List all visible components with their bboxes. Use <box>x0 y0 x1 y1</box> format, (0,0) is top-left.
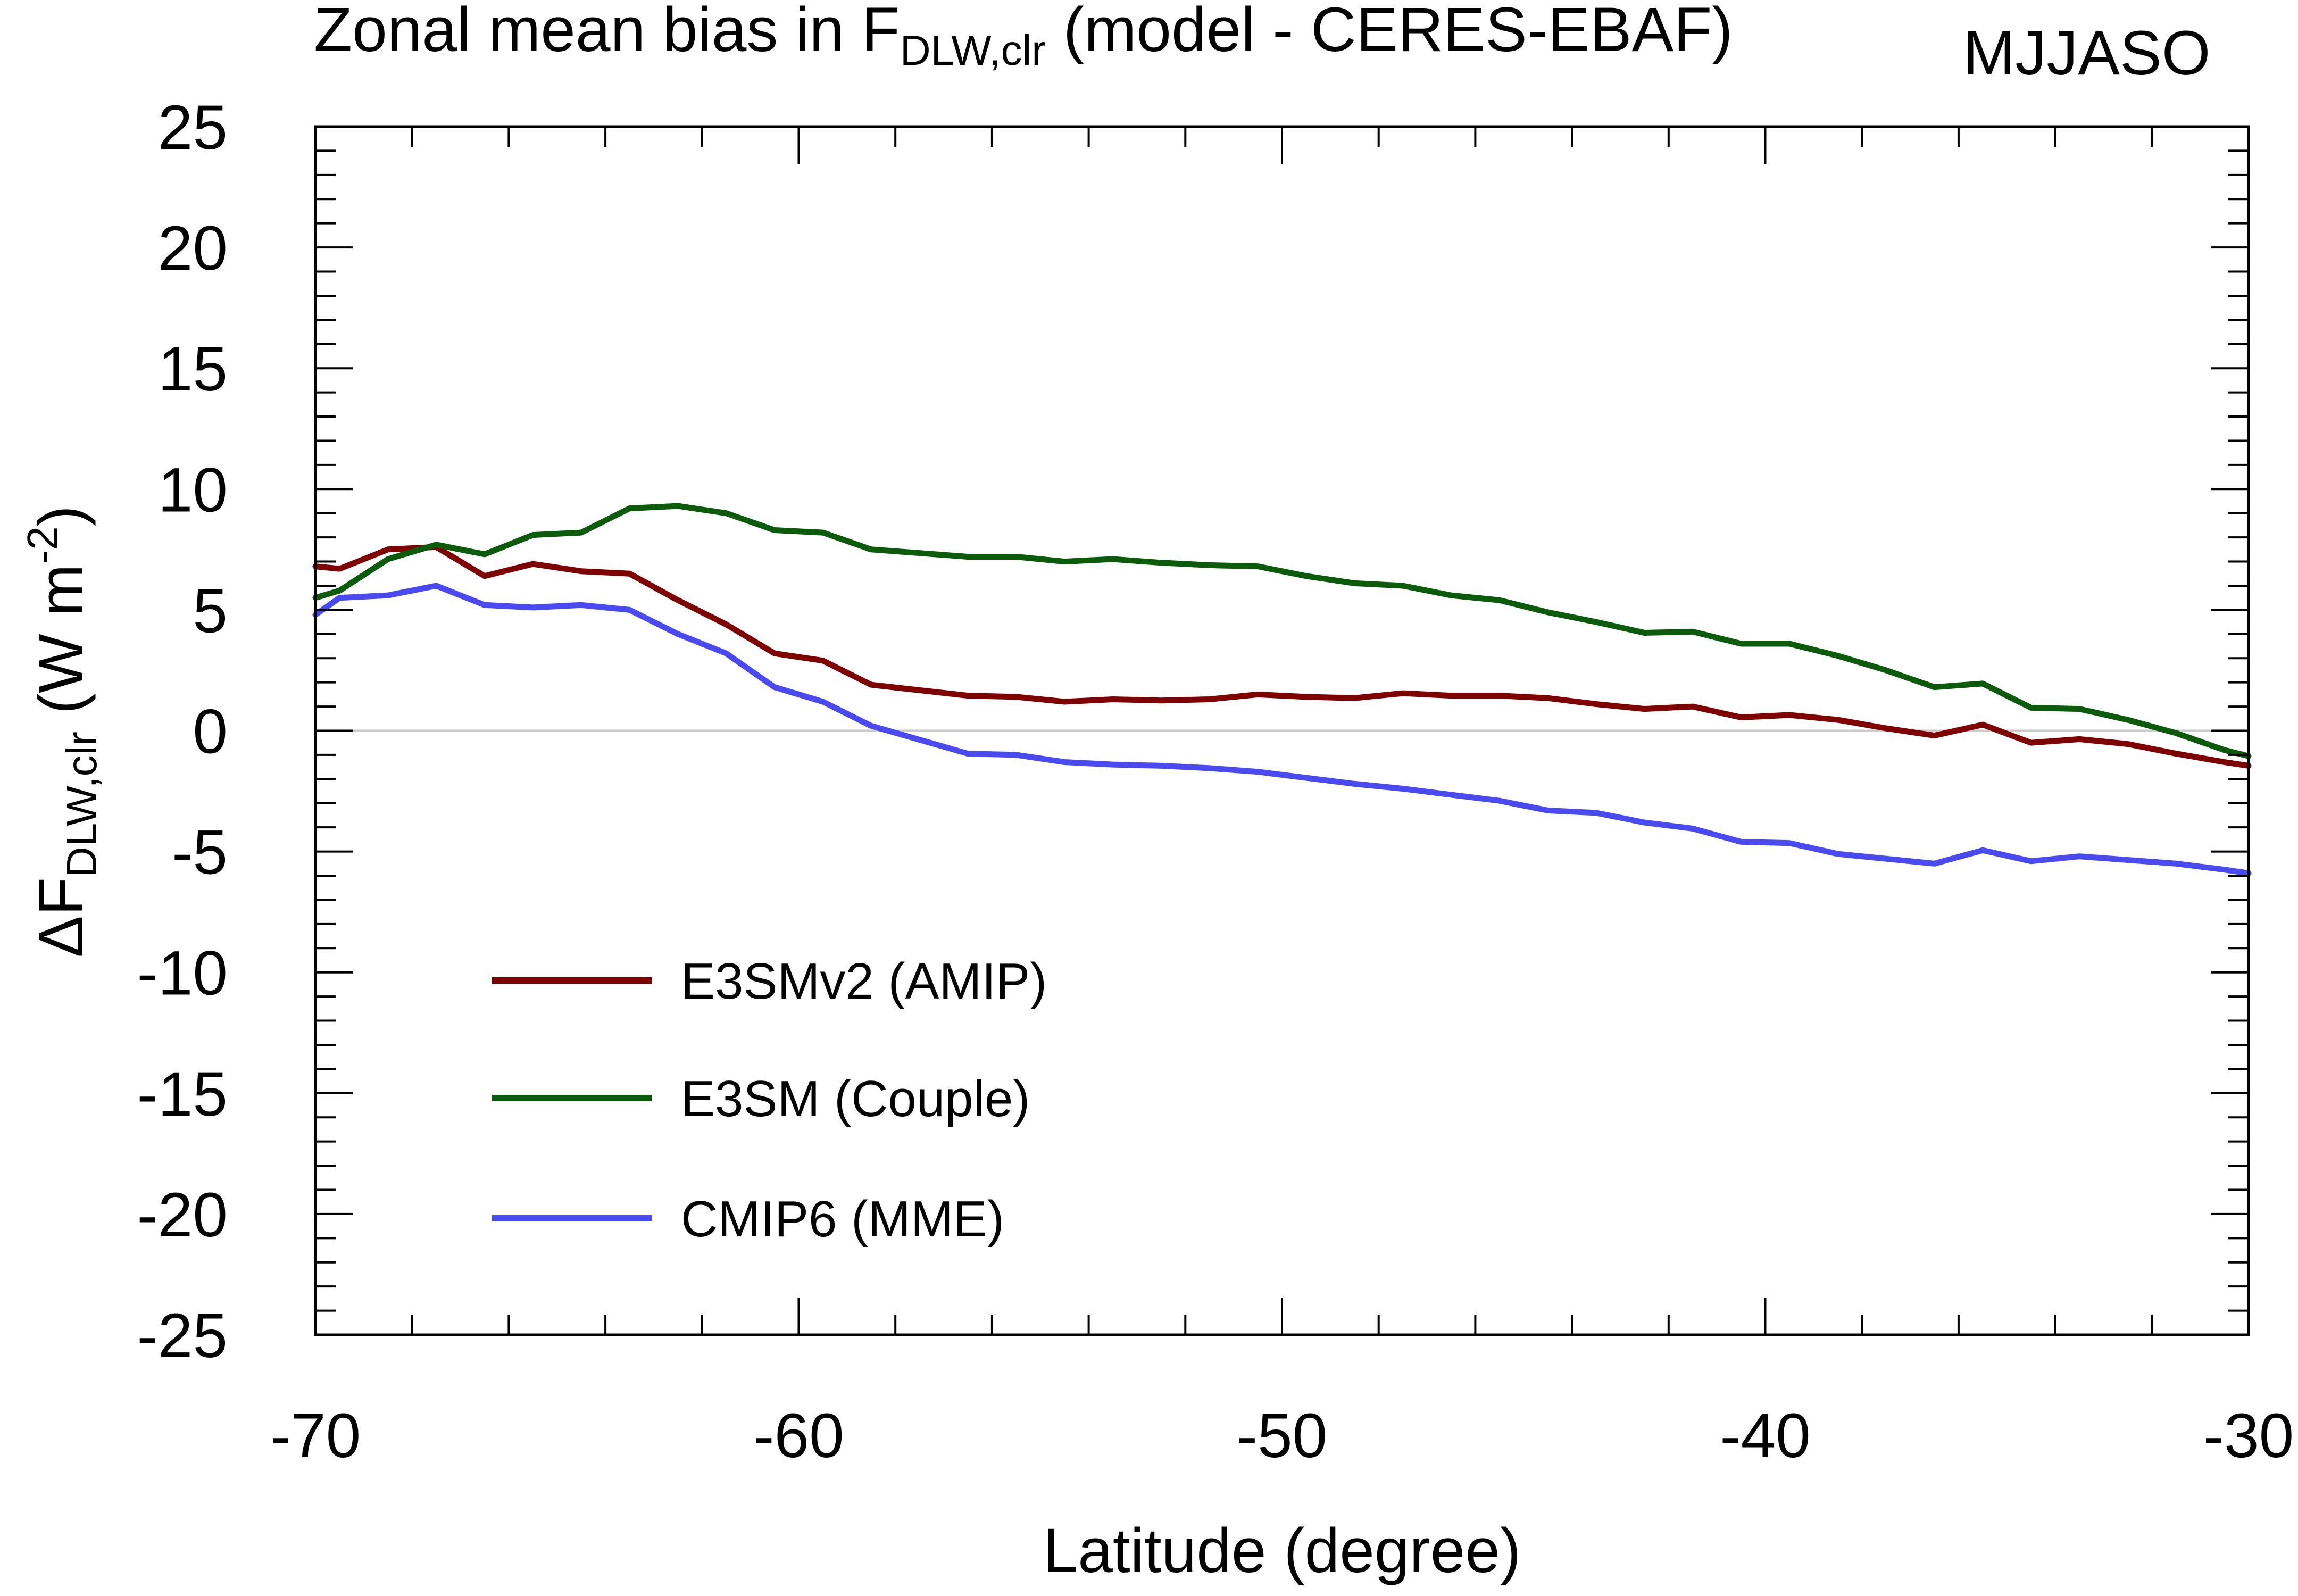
x-tick-label: -40 <box>1720 1401 1811 1471</box>
y-tick-label: -5 <box>172 818 228 888</box>
x-tick-label: -30 <box>2203 1401 2294 1471</box>
x-tick-labels: -70 -60 -50 -40 -30 <box>270 1401 2294 1471</box>
title-main: Zonal mean bias in F <box>314 0 900 65</box>
legend-label-e3sm-couple: E3SM (Couple) <box>681 1070 1030 1127</box>
x-tick-label: -70 <box>270 1401 361 1471</box>
y-tick-label: -25 <box>137 1301 228 1371</box>
y-tick-labels: 25 20 15 10 5 0 -5 -10 -15 -20 -25 <box>137 93 228 1371</box>
y-tick-label: -15 <box>137 1059 228 1129</box>
series-layer <box>312 503 2252 876</box>
x-tick-label: -60 <box>753 1401 844 1471</box>
y-title-exponent: -2 <box>19 526 66 564</box>
y-tick-label: 15 <box>158 334 228 404</box>
season-label: MJJASO <box>1963 18 2211 88</box>
tick-layer <box>314 126 2250 1336</box>
y-title-units: (W m <box>26 564 96 732</box>
x-tick-label: -50 <box>1237 1401 1328 1471</box>
title-suffix: (model - CERES-EBAF) <box>1046 0 1733 65</box>
y-tick-label: 20 <box>158 213 228 284</box>
legend: E3SMv2 (AMIP) E3SM (Couple) CMIP6 (MME) <box>492 953 1047 1248</box>
y-tick-label: 25 <box>158 93 228 163</box>
y-tick-label: -10 <box>137 938 228 1009</box>
series-line-cmip6-mme <box>312 583 2252 876</box>
y-tick-label: 5 <box>193 576 228 646</box>
y-title-close: ) <box>26 505 96 526</box>
series-line-e3sm-couple <box>312 503 2252 759</box>
title-subscript: DLW,clr <box>900 27 1046 74</box>
legend-label-e3smv2-amip: E3SMv2 (AMIP) <box>681 953 1047 1010</box>
chart-title: Zonal mean bias in FDLW,clr (model - CER… <box>314 0 1733 74</box>
y-axis-title: ΔFDLW,clr (W m-2) <box>19 505 105 958</box>
y-tick-label: 0 <box>193 697 228 767</box>
x-axis-title: Latitude (degree) <box>1043 1516 1521 1586</box>
y-title-subscript: DLW,clr <box>58 732 105 877</box>
y-title-prefix: ΔF <box>26 877 96 958</box>
y-tick-label: 10 <box>158 455 228 525</box>
legend-label-cmip6-mme: CMIP6 (MME) <box>681 1191 1004 1248</box>
series-line-e3smv2-amip <box>312 544 2252 769</box>
y-tick-label: -20 <box>137 1180 228 1250</box>
